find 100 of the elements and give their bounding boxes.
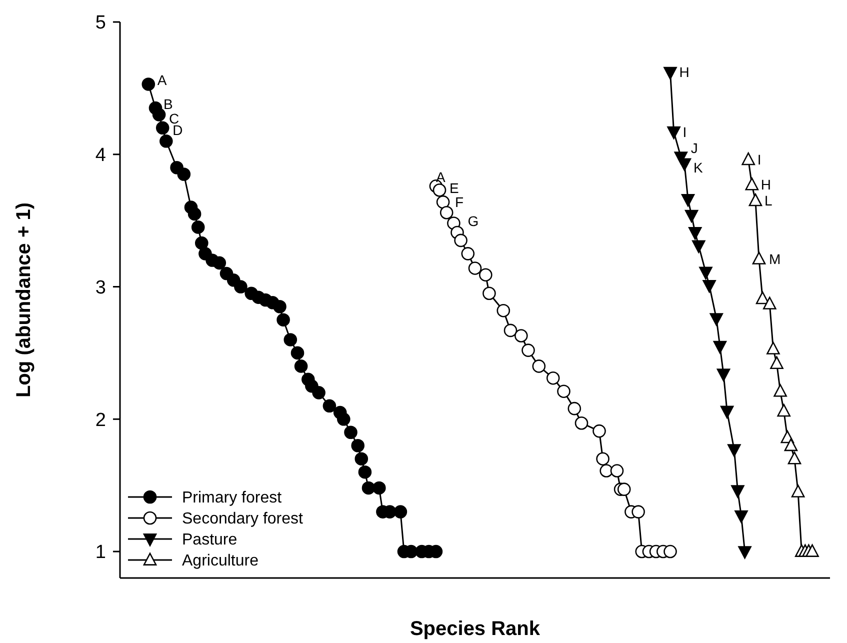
point <box>710 313 724 326</box>
point <box>156 121 170 135</box>
point <box>756 291 770 304</box>
point <box>440 206 454 220</box>
y-tick-label: 1 <box>95 542 106 564</box>
annotation: E <box>450 180 459 196</box>
point <box>322 399 336 413</box>
point <box>770 356 784 369</box>
point <box>600 464 613 478</box>
annotation: K <box>693 160 704 176</box>
point <box>188 207 202 221</box>
point <box>788 452 802 464</box>
legend-label: Secondary forest <box>182 510 304 528</box>
annotation: H <box>760 176 772 193</box>
annotation: M <box>769 250 781 267</box>
point <box>716 368 730 382</box>
point <box>522 344 535 357</box>
point <box>681 194 695 207</box>
point <box>713 340 727 354</box>
point <box>777 404 790 417</box>
point <box>514 329 528 342</box>
point <box>664 544 677 558</box>
y-tick-label: 5 <box>95 12 106 34</box>
annotation: H <box>679 64 690 80</box>
point <box>774 384 787 397</box>
point <box>394 505 408 518</box>
point <box>748 193 762 206</box>
annotation: G <box>468 213 479 230</box>
point <box>532 360 546 373</box>
point <box>351 438 364 452</box>
point <box>191 220 205 234</box>
point <box>766 342 780 354</box>
x-axis-title: Species Rank <box>410 618 541 640</box>
point <box>617 482 631 496</box>
legend-label: Pasture <box>182 532 238 549</box>
point <box>142 78 156 91</box>
point <box>664 66 677 80</box>
point <box>745 178 759 190</box>
point <box>596 452 610 466</box>
point <box>632 505 645 518</box>
point <box>358 465 372 479</box>
point <box>546 371 560 385</box>
point <box>195 236 208 250</box>
point <box>678 158 692 171</box>
point <box>294 360 308 373</box>
point <box>752 252 766 264</box>
point <box>284 333 298 346</box>
point <box>152 108 166 122</box>
point <box>344 426 358 440</box>
point <box>290 346 304 360</box>
point <box>504 324 518 338</box>
point <box>702 280 716 293</box>
point <box>791 484 805 498</box>
point <box>557 384 570 398</box>
point <box>312 386 326 400</box>
point <box>372 481 386 495</box>
point <box>731 485 744 498</box>
annotation: A <box>436 169 446 186</box>
point <box>592 424 606 438</box>
point <box>806 544 819 557</box>
y-tick-label: 2 <box>95 410 106 431</box>
annotation: L <box>764 192 772 209</box>
point <box>742 152 755 166</box>
point <box>720 406 734 418</box>
point <box>692 240 706 253</box>
point <box>482 286 496 300</box>
point <box>337 412 350 426</box>
point <box>273 300 286 314</box>
point <box>468 262 482 275</box>
point <box>784 438 798 452</box>
legend-label: Agriculture <box>182 552 259 570</box>
point <box>699 266 712 280</box>
point <box>763 296 776 310</box>
annotation: F <box>455 194 464 210</box>
point <box>688 227 702 240</box>
point <box>734 510 748 524</box>
legend-label: Primary forest <box>182 490 282 507</box>
point <box>354 452 368 466</box>
point <box>568 402 582 416</box>
point <box>212 256 226 270</box>
annotation: I <box>757 152 762 168</box>
point <box>610 464 624 478</box>
point <box>160 134 173 148</box>
annotation: A <box>157 72 168 88</box>
point <box>738 546 752 559</box>
point <box>667 126 680 140</box>
annotation: I <box>682 124 687 140</box>
point <box>234 280 248 294</box>
point <box>454 234 468 248</box>
point <box>436 195 450 209</box>
point <box>728 444 741 457</box>
point <box>479 268 492 282</box>
point <box>461 247 475 260</box>
point <box>496 304 510 318</box>
point <box>177 168 191 181</box>
point <box>362 481 376 495</box>
y-tick-label: 4 <box>95 145 106 166</box>
point <box>574 416 588 430</box>
point <box>276 313 290 326</box>
point <box>432 183 446 197</box>
